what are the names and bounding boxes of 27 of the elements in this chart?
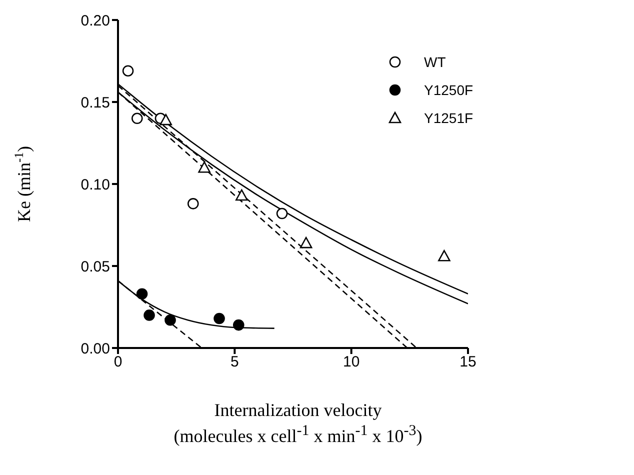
x-tick-label: 5 (230, 354, 239, 371)
x-tick-label: 15 (460, 354, 476, 371)
y-tick-label: 0.20 (80, 12, 110, 30)
point (300, 236, 312, 248)
x-tick-label: 10 (342, 354, 360, 371)
point (122, 65, 134, 76)
legend-label: Y1250F (424, 82, 474, 98)
y-tick-label: 0.05 (80, 258, 110, 276)
point (164, 314, 176, 326)
point (144, 310, 155, 321)
point (198, 161, 210, 173)
x-tick-label: 0 (114, 354, 122, 371)
point (276, 208, 288, 220)
point (236, 189, 248, 201)
point (136, 288, 148, 300)
point (214, 312, 225, 324)
legend-label: Y1251F (424, 110, 474, 126)
y-tick-label: 0.00 (80, 340, 110, 358)
point (160, 114, 172, 126)
point (131, 112, 143, 124)
y-tick-label: 0.10 (80, 176, 110, 194)
point (187, 198, 199, 210)
point (438, 250, 450, 262)
x-axis-title: Internalization velocity (molecules x cell$^{-1}$ x min$^{-1}$ x 10$^{-3}$) (172, 400, 424, 447)
legend-label: WT (424, 54, 446, 70)
y-tick-label: 0.15 (80, 94, 110, 112)
point (232, 319, 244, 331)
